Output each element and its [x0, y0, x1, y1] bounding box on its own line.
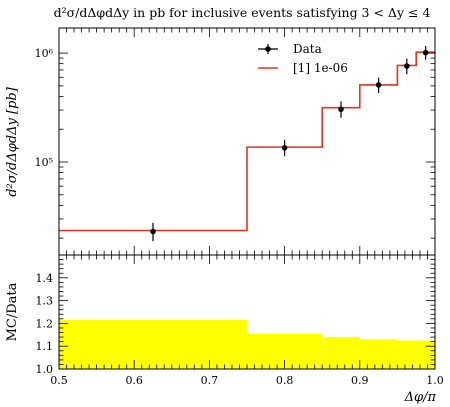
x-tick-label: 0.7	[201, 374, 219, 387]
x-axis-label: Δφ/π	[404, 390, 437, 405]
main-y-axis-label: d²σ/dΔφdΔy [pb]	[5, 86, 20, 197]
ratio-y-tick-label: 1.4	[36, 272, 54, 285]
data-point	[422, 46, 429, 60]
ratio-band-bin	[59, 319, 247, 369]
data-point-marker	[422, 49, 429, 56]
ratio-y-tick-label: 1.1	[36, 340, 54, 353]
ratio-y-axis-label: MC/Data	[5, 282, 20, 341]
ratio-panel-frame	[58, 254, 436, 370]
x-tick-label: 0.5	[50, 374, 68, 387]
data-point-marker	[150, 228, 156, 235]
data-point-marker	[338, 106, 344, 113]
ratio-y-tick-label: 1.3	[36, 295, 54, 308]
mc-step-line	[59, 51, 435, 232]
x-tick-label: 1.0	[426, 374, 444, 387]
ratio-y-tick-label: 1.2	[36, 317, 54, 330]
data-point-marker	[404, 63, 410, 69]
data-point	[375, 77, 382, 94]
data-point	[404, 58, 410, 75]
x-tick-label: 0.6	[125, 374, 143, 387]
x-tick-label: 0.8	[276, 374, 294, 387]
legend: Data [1] 1e-06	[258, 42, 348, 75]
data-point-marker	[375, 82, 382, 88]
ratio-band-bin	[397, 340, 417, 369]
main-y-tick-label: 10⁵	[35, 156, 53, 169]
data-point-marker	[281, 145, 288, 151]
ratio-y-tick-label: 1.0	[36, 363, 54, 376]
legend-data-label: Data	[293, 42, 322, 56]
x-tick-label: 0.9	[351, 374, 369, 387]
data-point	[150, 222, 156, 242]
data-point	[281, 139, 288, 157]
main-panel: 10⁵ 10⁶ d²σ/dΔφdΔy [pb]	[5, 27, 436, 256]
legend-mc-label: [1] 1e-06	[293, 61, 348, 75]
ratio-band-bin	[359, 339, 398, 369]
legend-data-marker	[265, 46, 271, 52]
ratio-band-bin	[322, 337, 360, 369]
ratio-band-bin	[416, 340, 435, 369]
data-point	[338, 101, 344, 118]
ratio-panel: 0.5 0.6 0.7 0.8 0.9 1.0 1.0 1.1 1.2 1.3 1.4 MC/Dat…	[5, 254, 444, 405]
chart-title: d²σ/dΔφdΔy in pb for inclusive events sa…	[54, 5, 431, 20]
main-y-tick-label: 10⁶	[35, 47, 54, 60]
